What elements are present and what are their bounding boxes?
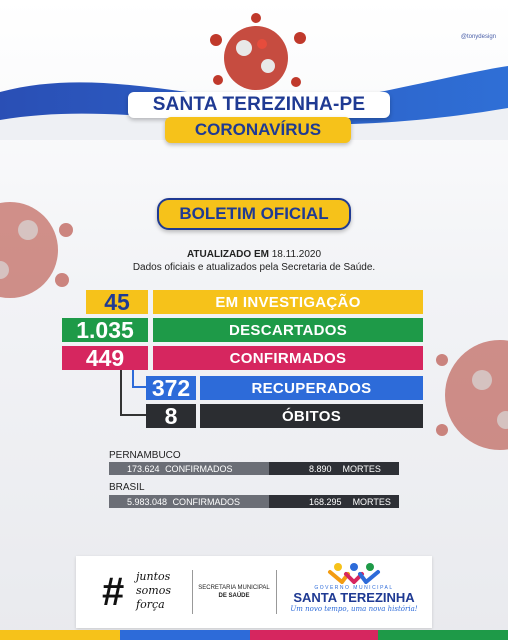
stat-label-discarded: DESCARTADOS (153, 318, 423, 342)
updated-date: 18.11.2020 (271, 249, 322, 260)
updated-label: ATUALIZADO EM (186, 249, 269, 260)
connector-recovered (132, 370, 146, 388)
header-subtitle-box: CORONAVÍRUS (165, 117, 351, 143)
region-bar-brasil: 5.983.048 CONFIRMADOS 168.295 MORTES (109, 495, 399, 508)
virus-illustration-top (210, 13, 306, 90)
strip-yellow (0, 630, 120, 640)
confirmed-label: CONFIRMADOS (172, 496, 241, 507)
footer-logos: # juntos somos força SECRETARIA MUNICIPA… (76, 556, 432, 628)
stat-value-deaths: 8 (146, 403, 196, 429)
deaths-label: MORTES (352, 496, 391, 507)
stat-value-investigation: 45 (86, 289, 148, 315)
hashtag-line-2: somos (136, 584, 171, 597)
stat-value-recovered: 372 (146, 375, 196, 401)
city-slogan: Um novo tempo, uma nova história! (290, 605, 418, 613)
stat-value-discarded: 1.035 (62, 317, 148, 343)
bulletin-title-box: BOLETIM OFICIAL (157, 198, 351, 230)
update-info: ATUALIZADO EM 18.11.2020 Dados oficiais … (0, 248, 508, 274)
city-logo: GOVERNO MUNICIPAL SANTA TEREZINHA Um nov… (282, 562, 426, 624)
secretaria-logo: SECRETARIA MUNICIPAL DE SAÚDE (196, 584, 272, 600)
region-confirmed-pernambuco: 173.624 CONFIRMADOS (109, 462, 269, 475)
update-description: Dados oficiais e atualizados pela Secret… (132, 262, 376, 273)
page-subtitle: CORONAVÍRUS (194, 120, 322, 139)
hashtag-icon: # (102, 570, 125, 614)
confirmed-label: CONFIRMADOS (165, 463, 233, 474)
hashtag-line-1: juntos (136, 570, 171, 583)
confirmed-value: 173.624 (127, 463, 160, 474)
page-title: SANTA TEREZINHA-PE (152, 94, 366, 115)
city-emblem-icon (328, 563, 380, 584)
designer-credit: @tonydesign (460, 34, 496, 40)
region-confirmed-brasil: 5.983.048 CONFIRMADOS (109, 495, 269, 508)
hashtag-text: juntos somos força (136, 570, 171, 612)
region-deaths-brasil: 168.295 MORTES (269, 495, 399, 508)
footer-divider-2 (276, 570, 277, 614)
stat-value-confirmed: 449 (62, 345, 148, 371)
secretaria-line-1: SECRETARIA MUNICIPAL (198, 585, 270, 591)
virus-illustration-left (0, 202, 73, 298)
strip-blue (120, 630, 250, 640)
hashtag-logo: # juntos somos força (102, 566, 188, 620)
stat-label-deaths: ÓBITOS (200, 404, 423, 428)
secretaria-line-2: DE SAÚDE (218, 593, 250, 599)
deaths-label: MORTES (342, 463, 381, 474)
stat-label-investigation: EM INVESTIGAÇÃO (153, 290, 423, 314)
strip-red (250, 630, 378, 640)
region-bar-pernambuco: 173.624 CONFIRMADOS 8.890 MORTES (109, 462, 399, 475)
stat-label-recovered: RECUPERADOS (200, 376, 423, 400)
region-name-pernambuco: PERNAMBUCO (109, 450, 181, 461)
bottom-color-strip (0, 630, 508, 640)
virus-illustration-right (436, 340, 508, 450)
footer-divider (192, 570, 193, 614)
deaths-value: 168.295 (309, 496, 342, 507)
region-deaths-pernambuco: 8.890 MORTES (269, 462, 399, 475)
stat-label-confirmed: CONFIRMADOS (153, 346, 423, 370)
gov-label: GOVERNO MUNICIPAL (314, 585, 394, 591)
bulletin-title: BOLETIM OFICIAL (179, 204, 329, 223)
header-title-box: SANTA TEREZINHA-PE (128, 92, 390, 118)
hashtag-line-3: força (136, 598, 165, 611)
deaths-value: 8.890 (309, 463, 332, 474)
city-name: SANTA TEREZINHA (293, 590, 415, 605)
region-name-brasil: BRASIL (109, 482, 145, 493)
strip-green (378, 630, 508, 640)
confirmed-value: 5.983.048 (127, 496, 168, 507)
connector-deaths (120, 370, 146, 416)
